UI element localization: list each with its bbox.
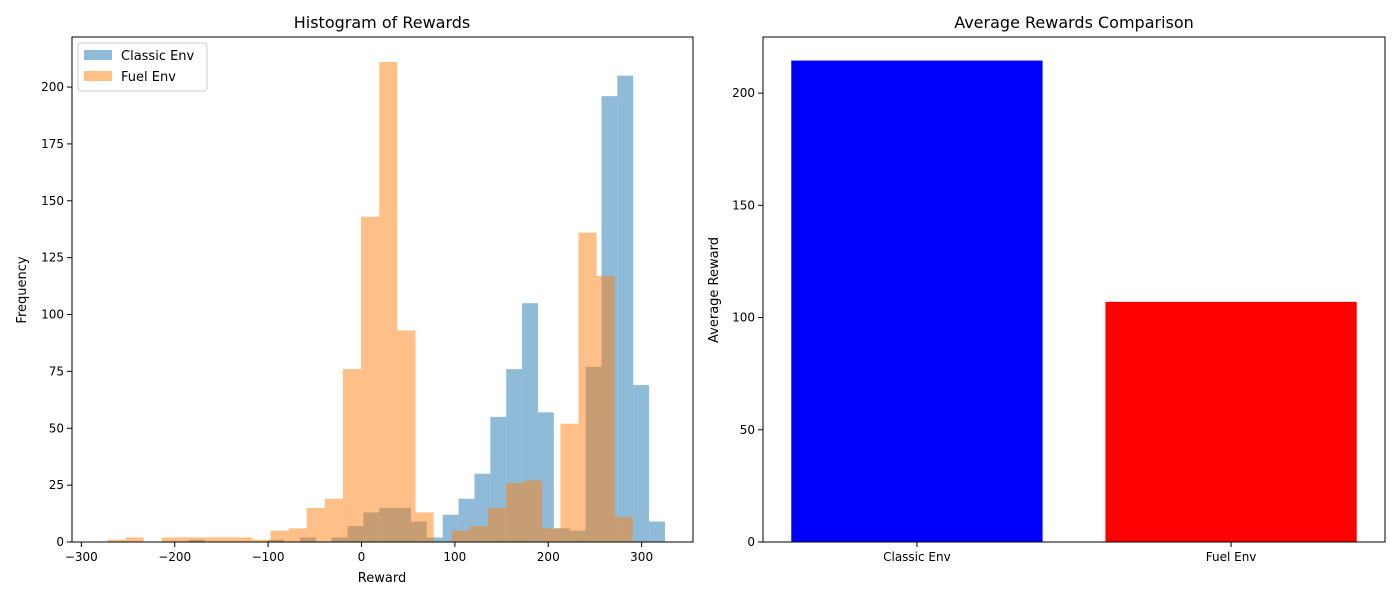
- histogram-bar-fuel: [614, 516, 633, 542]
- histogram-bar-fuel: [578, 232, 597, 543]
- histogram-panel: Histogram of Rewards −300 −200 −100 0 100 200…: [15, 13, 694, 586]
- histogram-bar-fuel: [451, 530, 470, 542]
- histogram-bar-fuel: [216, 537, 235, 542]
- histogram-bar-fuel: [596, 275, 615, 542]
- histogram-bar-fuel: [415, 512, 434, 542]
- histogram-ytick-label: 200: [41, 80, 64, 94]
- histogram-xtick-label: 100: [443, 550, 466, 564]
- bar-chart-ytick-label: 50: [740, 423, 755, 437]
- histogram-ticks: −300 −200 −100 0 100 200 300 0 25 50 75 100 125 150 17…: [41, 80, 653, 564]
- histogram-xtick-label: 0: [358, 550, 366, 564]
- histogram-bar-fuel: [252, 539, 271, 542]
- histogram-ytick-label: 125: [41, 251, 64, 265]
- histogram-bar-fuel: [469, 526, 488, 542]
- histogram-xtick-label: −100: [252, 550, 285, 564]
- histogram-bar-fuel: [161, 537, 180, 542]
- bar-chart-ytick-label: 200: [732, 86, 755, 100]
- histogram-bar-classic: [617, 75, 634, 542]
- histogram-bar-fuel: [107, 539, 126, 542]
- histogram-bar-fuel: [306, 507, 325, 542]
- bar-fuel-env: [1105, 301, 1357, 542]
- histogram-title: Histogram of Rewards: [294, 13, 471, 32]
- bar-chart-xtick-label: Classic Env: [883, 550, 951, 564]
- histogram-bar-fuel: [542, 528, 561, 542]
- legend-label-classic: Classic Env: [121, 49, 195, 64]
- histogram-ytick-label: 100: [41, 308, 64, 322]
- histogram-ytick-label: 25: [49, 478, 64, 492]
- histogram-bar-fuel: [487, 507, 507, 542]
- bar-chart-ylabel: Average Reward: [707, 237, 722, 343]
- histogram-ylabel: Frequency: [15, 256, 30, 323]
- histogram-bar-fuel: [397, 330, 416, 542]
- histogram-legend: Classic Env Fuel Env: [77, 42, 208, 92]
- legend-swatch-classic: [84, 50, 112, 60]
- bar-chart-xtick-label: Fuel Env: [1206, 550, 1257, 564]
- bar-chart-bars: [791, 60, 1357, 543]
- bar-chart-ytick-label: 0: [747, 535, 755, 549]
- histogram-bar-fuel: [125, 537, 144, 542]
- bar-chart-panel: Average Rewards Comparison 0 50 100 150 200 C…: [707, 13, 1386, 564]
- histogram-bar-fuel: [198, 537, 217, 542]
- histogram-bar-fuel: [560, 423, 579, 542]
- histogram-bar-classic: [649, 521, 665, 542]
- histogram-xtick-label: 300: [630, 550, 653, 564]
- histogram-bar-fuel: [361, 216, 380, 542]
- histogram-xlabel: Reward: [358, 571, 406, 586]
- bar-chart-title: Average Rewards Comparison: [954, 13, 1194, 32]
- legend-label-fuel: Fuel Env: [121, 70, 176, 85]
- histogram-ytick-label: 0: [56, 535, 64, 549]
- histogram-bar-classic: [633, 385, 650, 542]
- histogram-bar-fuel: [324, 498, 343, 542]
- histogram-bar-fuel: [288, 528, 307, 542]
- histogram-ytick-label: 150: [41, 194, 64, 208]
- histogram-bar-classic: [474, 473, 491, 542]
- histogram-xtick-label: −300: [65, 550, 98, 564]
- histogram-bar-fuel: [342, 369, 362, 542]
- histogram-xtick-label: −200: [158, 550, 191, 564]
- histogram-ytick-label: 50: [49, 421, 64, 435]
- legend-swatch-fuel: [84, 71, 112, 81]
- bar-chart-axes-frame: [762, 36, 1386, 543]
- histogram-bar-fuel: [179, 537, 199, 542]
- histogram-bar-classic: [426, 537, 443, 542]
- histogram-bars: [107, 62, 665, 543]
- histogram-bar-fuel: [379, 62, 398, 542]
- bar-classic-env: [791, 60, 1043, 543]
- histogram-xtick-label: 200: [537, 550, 560, 564]
- histogram-bar-fuel: [234, 537, 253, 542]
- histogram-ytick-label: 175: [41, 137, 64, 151]
- histogram-ytick-label: 75: [49, 364, 64, 378]
- bar-chart-ticks: 0 50 100 150 200 Classic Env Fuel Env: [732, 86, 1256, 564]
- histogram-bar-fuel: [506, 482, 525, 542]
- histogram-bar-fuel: [270, 530, 289, 542]
- bar-chart-ytick-label: 150: [732, 198, 755, 212]
- histogram-bar-fuel: [524, 480, 543, 542]
- bar-chart-ytick-label: 100: [732, 311, 755, 325]
- histogram-axes-frame: [71, 36, 694, 543]
